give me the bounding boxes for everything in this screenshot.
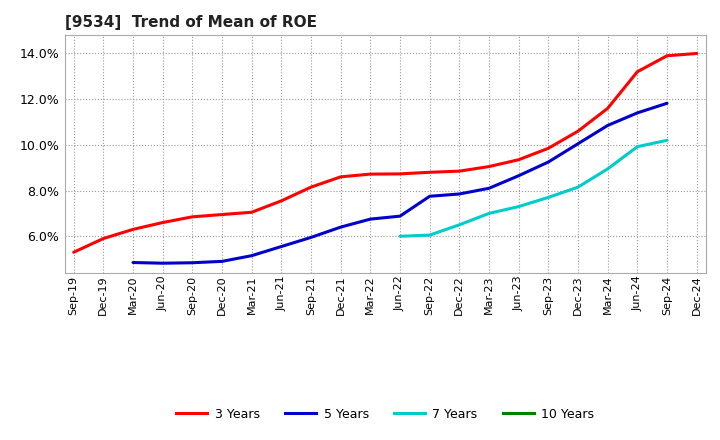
Legend: 3 Years, 5 Years, 7 Years, 10 Years: 3 Years, 5 Years, 7 Years, 10 Years bbox=[171, 403, 599, 425]
Text: [9534]  Trend of Mean of ROE: [9534] Trend of Mean of ROE bbox=[65, 15, 317, 30]
